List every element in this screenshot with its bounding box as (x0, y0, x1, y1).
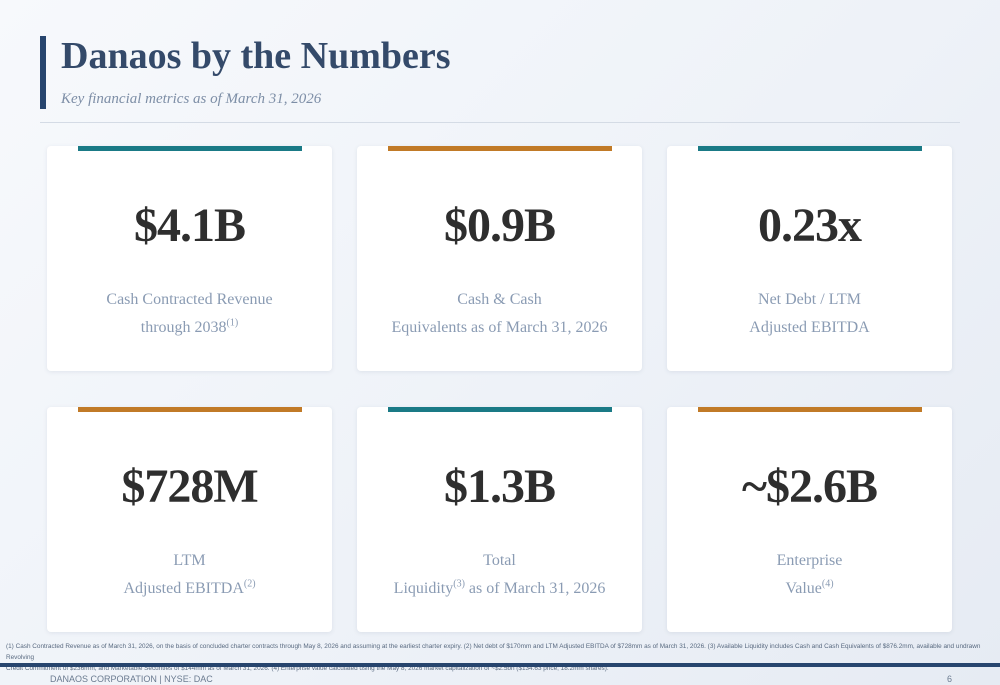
metric-label-line1: Net Debt / LTM (758, 291, 861, 308)
metric-card-liquidity: $1.3B Total Liquidity(3) as of March 31,… (357, 407, 642, 632)
metric-value: $4.1B (133, 199, 246, 252)
metric-label-line1: Cash Contracted Revenue (106, 291, 273, 308)
metric-card-net-debt: 0.23x Net Debt / LTM Adjusted EBITDA (667, 146, 952, 371)
metric-label: Enterprise Value(4) (667, 547, 952, 603)
metric-label-line1: LTM (173, 552, 206, 569)
metric-card-ltm-ebitda: $728M LTM Adjusted EBITDA(2) (47, 407, 332, 632)
footnote-line2: Credit Commitment of $236mm, and Marketa… (6, 665, 609, 672)
metric-card-enterprise-value: ~$2.6B Enterprise Value(4) (667, 407, 952, 632)
card-accent-bar (78, 407, 302, 412)
metric-card-cash: $0.9B Cash & Cash Equivalents as of Marc… (357, 146, 642, 371)
footnote-ref: (4) (821, 578, 834, 590)
footnote-ref: (3) (453, 578, 465, 590)
card-accent-bar (388, 407, 612, 412)
page-title: Danaos by the Numbers (61, 35, 451, 77)
metric-card-contracted-revenue: $4.1B Cash Contracted Revenue through 20… (47, 146, 332, 371)
footer-bar (0, 663, 1000, 667)
card-accent-bar (388, 146, 612, 151)
metric-label: Cash Contracted Revenue through 2038(1) (47, 286, 332, 342)
metric-label-text: Value (785, 580, 822, 597)
metric-label: Cash & Cash Equivalents as of March 31, … (357, 286, 642, 342)
metric-label: Net Debt / LTM Adjusted EBITDA (667, 286, 952, 342)
metric-label-line1: Enterprise (776, 552, 843, 569)
metric-label-line2: through 2038(1) (47, 314, 332, 342)
metric-label-line1: Total (483, 552, 516, 569)
footnote-line1: (1) Cash Contracted Revenue as of March … (6, 643, 981, 661)
title-divider (40, 122, 960, 123)
metric-label-text-suffix: as of March 31, 2026 (464, 580, 606, 597)
metric-label-text: Adjusted EBITDA (123, 580, 244, 597)
footer-company: DANAOS CORPORATION | NYSE: DAC (50, 674, 213, 684)
title-accent-bar (40, 36, 46, 109)
metric-label-line2: Adjusted EBITDA (749, 319, 870, 336)
metric-value: $1.3B (443, 460, 556, 513)
metric-value: $728M (121, 460, 258, 513)
card-accent-bar (78, 146, 302, 151)
metric-label: Total Liquidity(3) as of March 31, 2026 (357, 547, 642, 603)
metric-label-line2: Liquidity(3) as of March 31, 2026 (357, 575, 642, 603)
metric-value: $0.9B (443, 199, 556, 252)
footnote-ref: (2) (243, 578, 256, 590)
metric-value: 0.23x (758, 199, 862, 252)
page-number: 6 (946, 674, 952, 684)
footnote-ref: (1) (226, 317, 239, 329)
metric-value: ~$2.6B (742, 460, 878, 513)
page-subtitle: Key financial metrics as of March 31, 20… (61, 91, 322, 107)
footnotes: (1) Cash Contracted Revenue as of March … (6, 641, 994, 674)
metric-label-text: Liquidity (393, 580, 454, 597)
metric-label-line1: Cash & Cash (457, 291, 542, 308)
metric-label-text: through 2038 (140, 319, 227, 336)
metric-label-line2: Equivalents as of March 31, 2026 (391, 319, 608, 336)
card-accent-bar (698, 407, 922, 412)
metric-label: LTM Adjusted EBITDA(2) (47, 547, 332, 603)
card-accent-bar (698, 146, 922, 151)
metric-label-line2: Adjusted EBITDA(2) (47, 575, 332, 603)
metric-label-line2: Value(4) (667, 575, 952, 603)
